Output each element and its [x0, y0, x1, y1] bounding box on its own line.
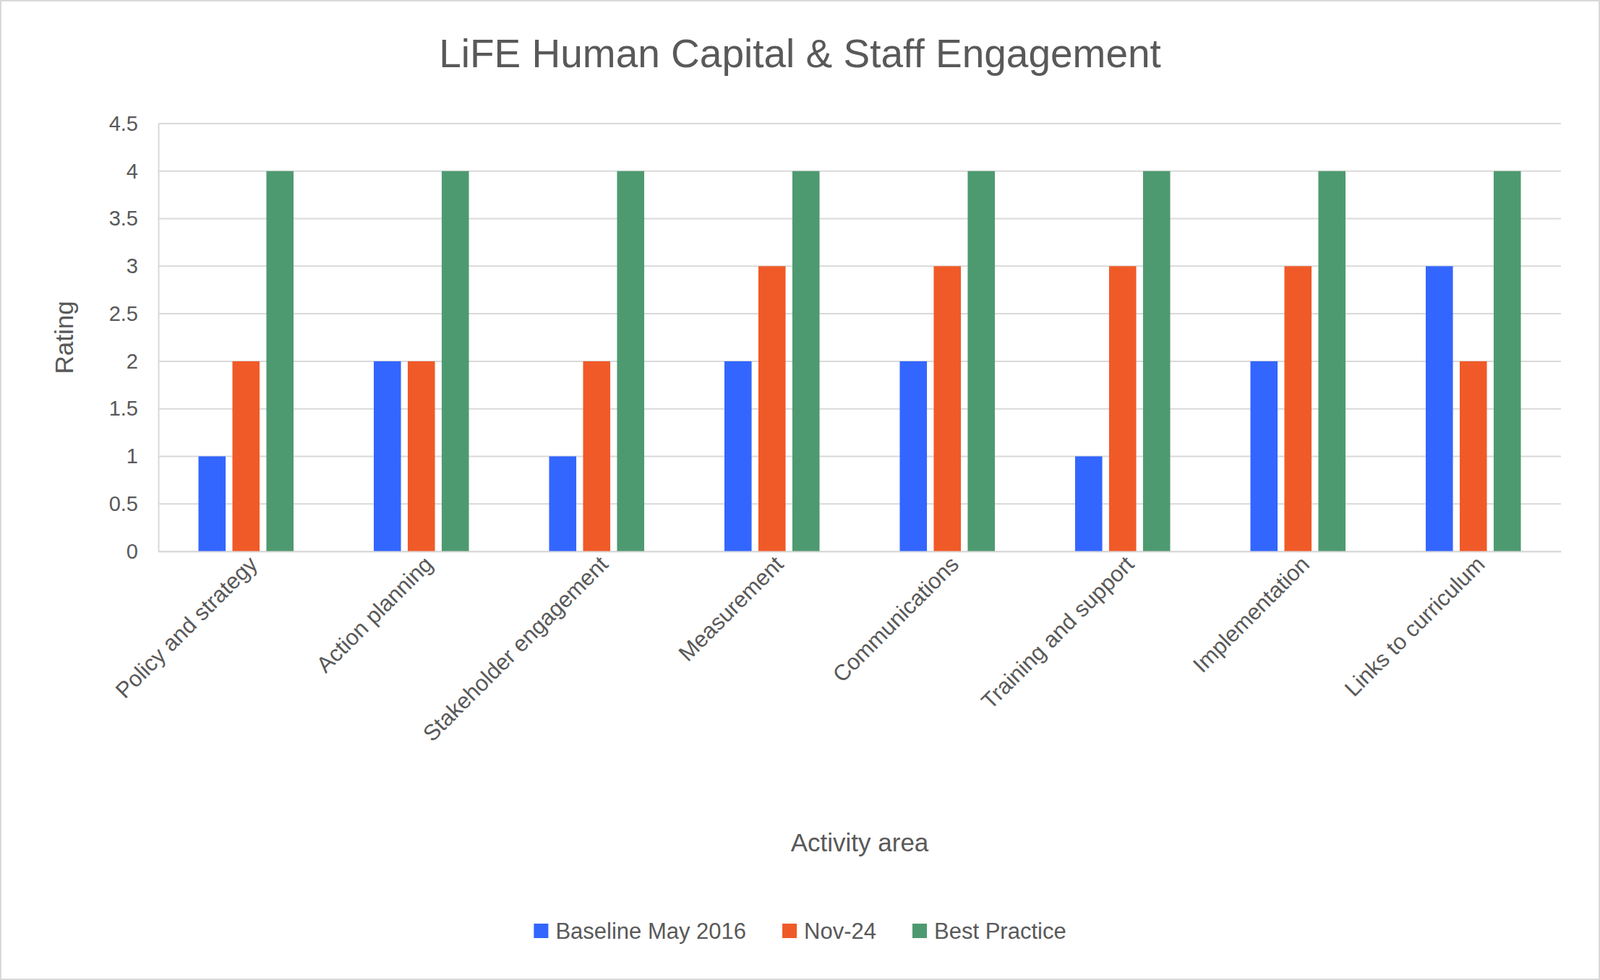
- y-tick: 0.5: [109, 492, 159, 516]
- legend-label: Best Practice: [934, 918, 1067, 945]
- bar: [758, 266, 786, 552]
- legend: Baseline May 2016 Nov-24 Best Practice: [533, 918, 1066, 945]
- bar: [1318, 171, 1346, 552]
- bar: [1250, 361, 1278, 552]
- grid-line: [158, 122, 1561, 125]
- y-tick-label: 1: [126, 444, 139, 468]
- bar: [441, 171, 470, 552]
- grid-line: [158, 265, 1561, 267]
- bar: [616, 171, 645, 552]
- bar: [1075, 456, 1103, 552]
- legend-item: Baseline May 2016: [533, 918, 747, 945]
- bar: [724, 361, 752, 552]
- grid-line: [158, 170, 1561, 173]
- bar: [266, 171, 294, 552]
- grid-line: [158, 550, 1561, 553]
- legend-item: Nov-24: [782, 918, 877, 945]
- x-tick-label: Measurement: [673, 551, 789, 667]
- y-tick-label: 3: [126, 254, 139, 278]
- x-tick: Training and support: [976, 551, 1139, 715]
- bar: [1425, 266, 1454, 552]
- bar: [582, 361, 611, 552]
- bar: [1143, 171, 1171, 552]
- grid-line: [158, 360, 1561, 363]
- x-tick: Stakeholder engagement: [417, 551, 614, 747]
- y-tick: 0: [126, 540, 159, 564]
- x-axis-line: [159, 551, 1562, 554]
- y-tick-label: 0: [126, 540, 139, 564]
- bar: [548, 456, 577, 552]
- y-tick: 2.5: [109, 302, 159, 326]
- x-tick-label: Training and support: [976, 551, 1139, 715]
- y-tick: 4: [126, 159, 159, 183]
- x-axis-title: Activity area: [790, 828, 930, 857]
- bar: [899, 361, 927, 552]
- y-tick-label: 2: [126, 349, 139, 374]
- y-tick-label: 4.5: [109, 112, 139, 136]
- x-tick: Policy and strategy: [110, 551, 263, 704]
- bar: [232, 361, 260, 552]
- legend-swatch: [533, 923, 549, 939]
- x-tick-label: Stakeholder engagement: [417, 551, 614, 747]
- legend-label: Baseline May 2016: [555, 918, 747, 945]
- x-tick: Links to curriculum: [1339, 551, 1490, 702]
- y-tick-label: 3.5: [109, 206, 139, 230]
- y-axis: 0 0.5 1 1.5 2 2.5 3 3.5 4 4.5: [109, 112, 160, 564]
- x-tick: Action planning: [311, 551, 439, 679]
- x-tick-label: Action planning: [311, 551, 439, 679]
- x-tick: Communications: [827, 551, 964, 688]
- bar: [933, 266, 961, 552]
- series: [266, 171, 1521, 552]
- series: [232, 266, 1487, 552]
- grid-line: [158, 503, 1561, 505]
- bar: [1109, 266, 1137, 552]
- y-tick: 1: [126, 444, 159, 468]
- series: [198, 266, 1453, 552]
- y-tick-label: 0.5: [109, 492, 139, 516]
- y-tick: 2: [126, 349, 159, 374]
- bar: [407, 361, 436, 552]
- y-tick-label: 4: [126, 159, 139, 183]
- grid: [158, 123, 1561, 552]
- title: LiFE Human Capital & Staff Engagement: [438, 31, 1162, 76]
- legend-label: Nov-24: [803, 918, 877, 945]
- bars: [198, 171, 1521, 552]
- x-tick-label: Implementation: [1187, 551, 1315, 679]
- grid-line: [158, 408, 1561, 410]
- chart-frame: [0, 0, 1600, 980]
- y-tick: 3.5: [109, 206, 159, 230]
- bar: [967, 171, 995, 552]
- x-tick: Measurement: [673, 551, 789, 667]
- legend-swatch: [782, 923, 797, 939]
- y-tick-label: 1.5: [109, 396, 139, 421]
- legend-swatch: [912, 923, 927, 939]
- grid-line: [158, 218, 1561, 220]
- x-tick: Implementation: [1187, 551, 1315, 679]
- bar: [373, 361, 402, 552]
- x-axis: Policy and strategy Action planningStakeh…: [110, 551, 1562, 747]
- y-axis-title: Rating: [49, 300, 79, 374]
- chart: LiFE Human Capital & Staff Engagement 0 0.…: [0, 0, 1600, 980]
- bar: [198, 456, 226, 552]
- y-axis-line: [158, 124, 160, 553]
- y-tick: 3: [126, 254, 159, 278]
- bar: [792, 171, 820, 552]
- bar: [1284, 266, 1312, 552]
- x-tick-label: Links to curriculum: [1339, 551, 1490, 702]
- y-tick: 4.5: [109, 112, 159, 136]
- y-tick-label: 2.5: [109, 302, 139, 326]
- x-tick-label: Policy and strategy: [110, 551, 263, 704]
- legend-item: Best Practice: [912, 918, 1067, 945]
- grid-line: [158, 313, 1561, 315]
- bar: [1459, 361, 1488, 552]
- grid-line: [158, 455, 1561, 457]
- bar: [1493, 171, 1522, 552]
- x-tick-label: Communications: [827, 551, 964, 688]
- y-tick: 1.5: [109, 396, 159, 421]
